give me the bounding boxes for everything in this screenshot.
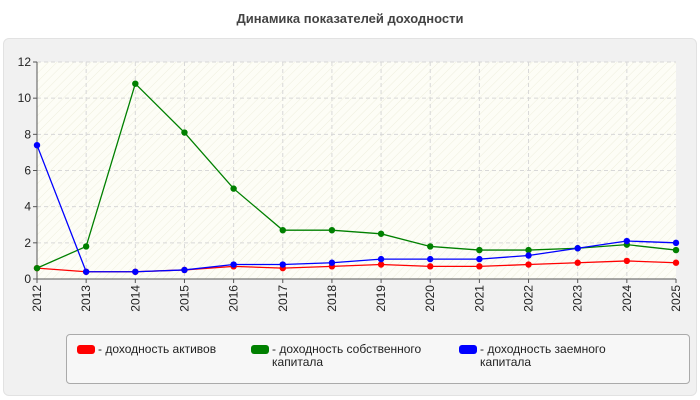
data-point: [328, 259, 336, 266]
data-point: [82, 268, 90, 275]
data-point: [33, 264, 41, 272]
x-tick-label: 2020: [423, 285, 437, 312]
x-tick-label: 2013: [79, 285, 93, 312]
y-tick-label: 8: [24, 127, 31, 141]
axes: [33, 61, 677, 283]
x-tick-label: 2012: [30, 285, 44, 312]
data-point: [181, 266, 188, 274]
data-point: [427, 255, 434, 263]
data-point: [427, 243, 434, 250]
legend-item-equity: - доходность собственного капитала: [251, 343, 451, 369]
y-tick-label: 12: [18, 55, 32, 69]
y-tick-label: 10: [18, 91, 32, 105]
data-point: [82, 243, 90, 250]
series-line-1: [36, 82, 677, 269]
legend-label-assets: - доходность активов: [98, 342, 217, 356]
y-tick-label: 0: [24, 272, 31, 286]
data-point: [574, 245, 581, 252]
data-point: [672, 239, 680, 247]
y-tick-label: 4: [24, 200, 31, 214]
legend-item-assets: - доходность активов: [77, 343, 216, 356]
data-point: [476, 263, 483, 270]
chart-title: Динамика показателей доходности: [236, 11, 464, 26]
data-point: [132, 268, 139, 275]
grid-lines: [37, 61, 676, 279]
series-1: [33, 80, 680, 272]
x-tick-label: 2024: [620, 285, 634, 312]
data-point: [672, 259, 680, 266]
series-lines: [33, 80, 680, 275]
legend: - доходность активов - доходность собств…: [66, 334, 690, 384]
x-tick-label: 2018: [325, 285, 339, 312]
data-point: [672, 246, 680, 254]
data-point: [377, 255, 385, 263]
legend-item-debt: - доходность заемного капитала: [459, 343, 649, 369]
data-point: [181, 129, 188, 136]
series-line-2: [36, 144, 677, 273]
data-point: [574, 259, 581, 266]
x-tick-label: 2023: [571, 285, 585, 312]
x-tick-labels: 2012 2013 2014 2015 2016 2017 2018 2019 2020 2021…: [30, 285, 683, 312]
data-point: [623, 257, 631, 265]
data-point: [525, 261, 532, 268]
data-point: [525, 246, 532, 254]
data-point: [279, 226, 286, 234]
y-tick-label: 6: [24, 164, 31, 178]
data-point: [377, 261, 385, 268]
data-point: [132, 80, 139, 87]
data-point: [525, 252, 532, 259]
x-tick-label: 2022: [522, 285, 536, 312]
legend-label-equity: - доходность собственного капитала: [272, 342, 422, 369]
data-point: [230, 261, 237, 268]
x-tick-label: 2025: [669, 285, 683, 312]
data-point: [623, 237, 631, 245]
x-tick-label: 2019: [374, 285, 388, 312]
x-tick-label: 2021: [472, 285, 486, 312]
x-tick-label: 2015: [177, 285, 191, 312]
data-point: [33, 141, 41, 149]
data-point: [328, 226, 336, 234]
legend-label-debt: - доходность заемного капитала: [480, 342, 606, 369]
data-point: [427, 263, 434, 270]
legend-swatch-equity: [251, 345, 269, 354]
data-point: [476, 246, 483, 254]
data-point: [230, 185, 237, 192]
y-tick-label: 2: [24, 236, 31, 250]
x-tick-label: 2016: [227, 285, 241, 312]
series-2: [33, 141, 680, 275]
x-tick-label: 2014: [128, 285, 142, 312]
legend-swatch-assets: [77, 345, 95, 354]
x-tick-label: 2017: [276, 285, 290, 312]
data-point: [476, 255, 483, 263]
legend-swatch-debt: [459, 345, 477, 354]
data-point: [377, 230, 385, 237]
y-tick-labels: 0 2 4 6 8 10 12: [18, 55, 32, 286]
data-point: [279, 261, 286, 268]
